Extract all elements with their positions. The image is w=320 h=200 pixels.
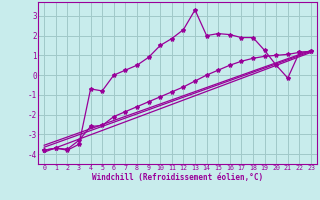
X-axis label: Windchill (Refroidissement éolien,°C): Windchill (Refroidissement éolien,°C)	[92, 173, 263, 182]
